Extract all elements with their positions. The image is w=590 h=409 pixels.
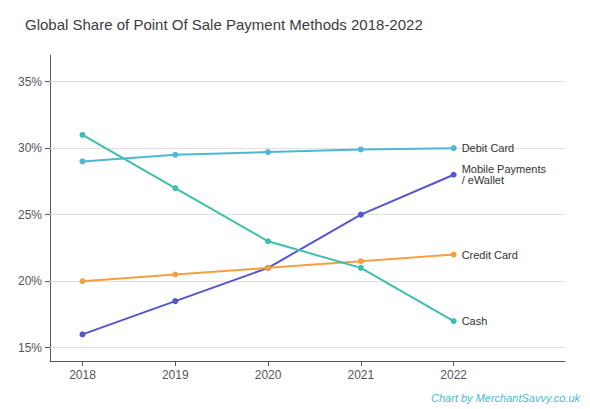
svg-text:35%: 35% — [18, 75, 42, 89]
svg-text:Chart by MerchantSavvy.co.uk: Chart by MerchantSavvy.co.uk — [431, 392, 580, 404]
svg-text:15%: 15% — [18, 341, 42, 355]
svg-text:2020: 2020 — [255, 368, 282, 382]
svg-text:2021: 2021 — [348, 368, 375, 382]
svg-text:Cash: Cash — [462, 315, 488, 327]
svg-text:2019: 2019 — [162, 368, 189, 382]
svg-text:30%: 30% — [18, 141, 42, 155]
svg-text:Mobile Payments: Mobile Payments — [461, 163, 546, 176]
svg-text:/ eWallet: / eWallet — [462, 174, 504, 186]
svg-text:Debit Card: Debit Card — [462, 142, 515, 154]
svg-text:25%: 25% — [18, 208, 42, 222]
svg-text:2018: 2018 — [69, 368, 96, 382]
svg-text:20%: 20% — [18, 274, 42, 288]
svg-text:Credit Card: Credit Card — [462, 249, 518, 261]
svg-text:Global Share of Point Of Sale: Global Share of Point Of Sale Payment Me… — [25, 16, 423, 33]
svg-text:2022: 2022 — [440, 368, 467, 382]
